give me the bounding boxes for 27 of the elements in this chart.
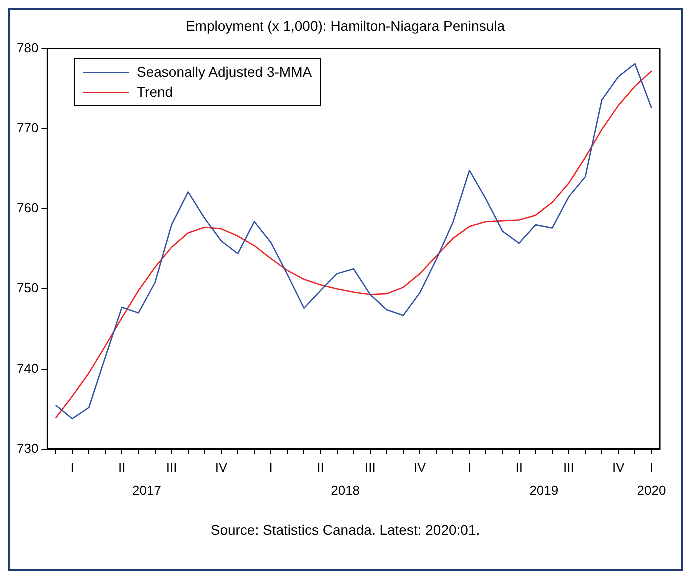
legend-label: Trend xyxy=(137,83,174,102)
x-tick-label: I xyxy=(468,460,472,475)
y-tick-label: 780 xyxy=(16,40,39,56)
x-tick-label: III xyxy=(564,460,574,475)
text: 2017 xyxy=(132,482,162,498)
text: 2018 xyxy=(331,482,360,498)
y-tick-label: 740 xyxy=(16,360,39,376)
chart-title: Employment (x 1,000): Hamilton-Niagara Peninsula xyxy=(184,18,506,36)
x-tick-label: II xyxy=(118,460,126,475)
x-tick-label: I xyxy=(650,460,654,475)
x-tick-label: II xyxy=(317,460,324,475)
x-tick-label: IV xyxy=(612,460,626,475)
y-tick-label: 750 xyxy=(16,280,39,296)
x-tick-label: I xyxy=(269,460,273,475)
x-tick-label: II xyxy=(516,460,523,475)
y-tick-label: 770 xyxy=(16,120,39,136)
text: 2020 xyxy=(637,482,666,498)
y-tick-label: 730 xyxy=(16,440,39,456)
x-tick-label: III xyxy=(364,460,376,475)
y-tick-label: 760 xyxy=(16,200,39,216)
source-note: Source: Statistics Canada. Latest: 2020:01. xyxy=(210,522,482,538)
text: 2019 xyxy=(530,482,559,498)
x-tick-label: III xyxy=(166,460,178,475)
x-tick-label: IV xyxy=(215,460,228,475)
x-tick-label: IV xyxy=(414,460,427,475)
x-tick-label: I xyxy=(70,460,74,475)
legend-label: Seasonally Adjusted 3-MMA xyxy=(137,63,312,82)
